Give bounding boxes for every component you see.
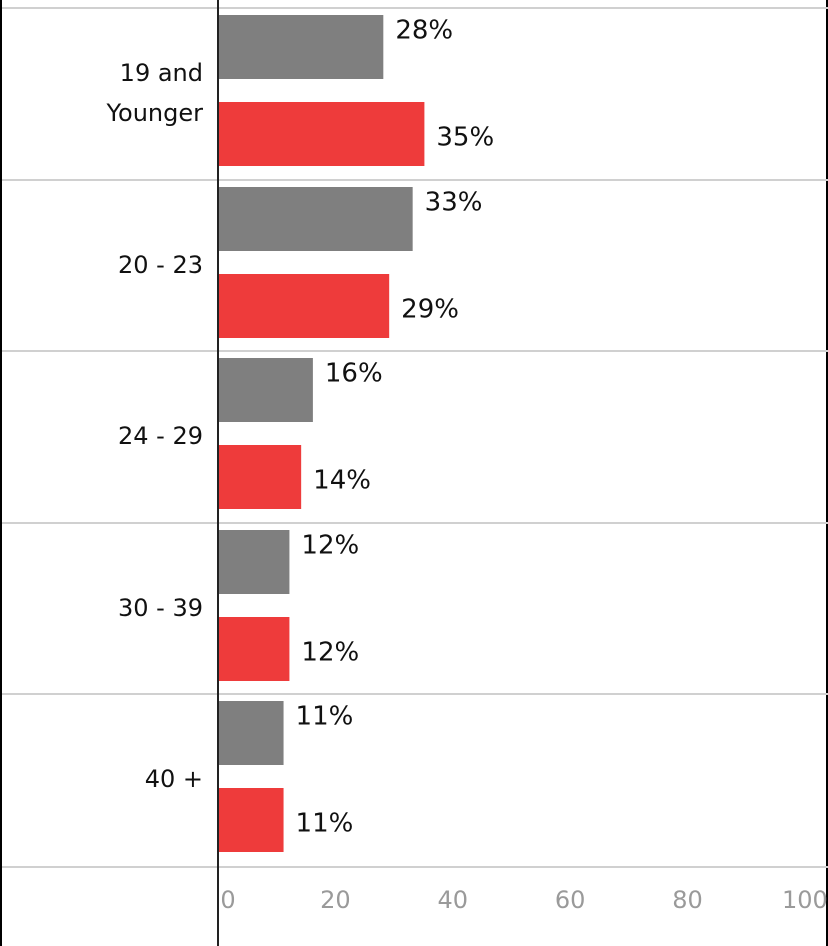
bar bbox=[219, 530, 290, 594]
x-tick-label: 40 bbox=[437, 886, 468, 914]
category-label: 19 and bbox=[120, 59, 203, 87]
bar bbox=[219, 274, 390, 338]
data-label: 35% bbox=[436, 123, 494, 153]
category-label: 24 - 29 bbox=[118, 422, 203, 450]
data-label: 14% bbox=[313, 466, 371, 496]
bar bbox=[219, 15, 384, 79]
x-tick-label: 80 bbox=[672, 886, 703, 914]
category-label: 40 + bbox=[145, 765, 203, 793]
bar bbox=[219, 187, 413, 251]
data-label: 11% bbox=[296, 809, 354, 839]
x-tick-label: 20 bbox=[320, 886, 351, 914]
bar bbox=[219, 701, 284, 765]
bar bbox=[219, 788, 284, 852]
data-label: 12% bbox=[301, 638, 359, 668]
bar bbox=[219, 617, 290, 681]
bar bbox=[219, 445, 302, 509]
bar bbox=[219, 102, 425, 166]
data-label: 11% bbox=[296, 702, 354, 732]
x-tick-label: 60 bbox=[555, 886, 586, 914]
category-label: Younger bbox=[106, 99, 204, 127]
data-label: 33% bbox=[425, 188, 483, 218]
data-label: 12% bbox=[301, 531, 359, 561]
data-label: 16% bbox=[325, 359, 383, 389]
category-label: 20 - 23 bbox=[118, 251, 203, 279]
x-tick-label: 0 bbox=[220, 886, 235, 914]
bar bbox=[219, 358, 313, 422]
data-label: 29% bbox=[401, 295, 459, 325]
category-label: 30 - 39 bbox=[118, 594, 203, 622]
x-tick-label: 100 bbox=[782, 886, 828, 914]
data-label: 28% bbox=[395, 16, 453, 46]
